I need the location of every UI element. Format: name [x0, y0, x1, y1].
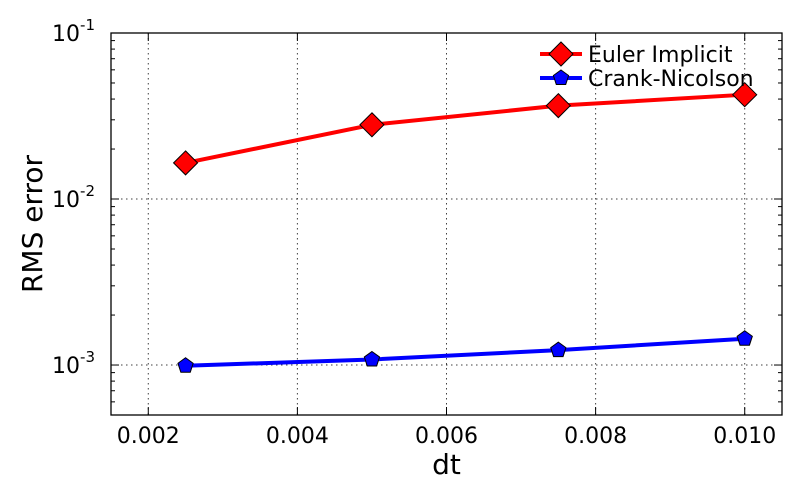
data-point: [545, 92, 572, 119]
y-tick-label-exponent: -1: [80, 16, 95, 34]
y-tick-label: 10-1: [52, 16, 95, 47]
series-crank-nicolson: [177, 330, 753, 373]
x-tick-label: 0.002: [117, 424, 180, 449]
y-tick-label-exponent: -2: [80, 182, 95, 200]
y-tick-label-base: 10: [52, 188, 80, 213]
y-axis-label: RMS error: [16, 154, 49, 293]
data-point: [736, 330, 753, 346]
x-tick-label: 0.006: [415, 424, 478, 449]
y-tick-label: 10-2: [52, 182, 95, 213]
data-point: [359, 112, 385, 138]
legend-label: Crank-Nicolson: [588, 67, 754, 92]
data-point: [550, 341, 567, 358]
data-point: [732, 81, 758, 108]
x-tick-label: 0.008: [564, 424, 627, 449]
legend-marker: [548, 41, 574, 67]
series-line: [185, 92, 745, 165]
y-tick-label-exponent: -3: [80, 348, 95, 366]
series-euler-implicit: [172, 81, 758, 176]
series-layer: [172, 81, 758, 373]
y-tick-label-base: 10: [52, 354, 80, 379]
x-tick-label: 0.010: [713, 424, 776, 449]
x-axis-label: dt: [432, 448, 461, 481]
legend-item: Euler Implicit: [540, 41, 733, 68]
legend-label: Euler Implicit: [588, 43, 733, 68]
y-tick-label: 10-3: [52, 348, 95, 379]
series-line: [185, 336, 745, 368]
legend-marker: [552, 69, 570, 85]
ticks: [111, 32, 782, 415]
legend-item: Crank-Nicolson: [540, 67, 754, 92]
y-tick-label-base: 10: [52, 22, 80, 47]
data-point: [363, 350, 381, 367]
data-point: [177, 357, 194, 373]
data-point: [172, 150, 199, 176]
x-tick-label: 0.004: [266, 424, 329, 449]
